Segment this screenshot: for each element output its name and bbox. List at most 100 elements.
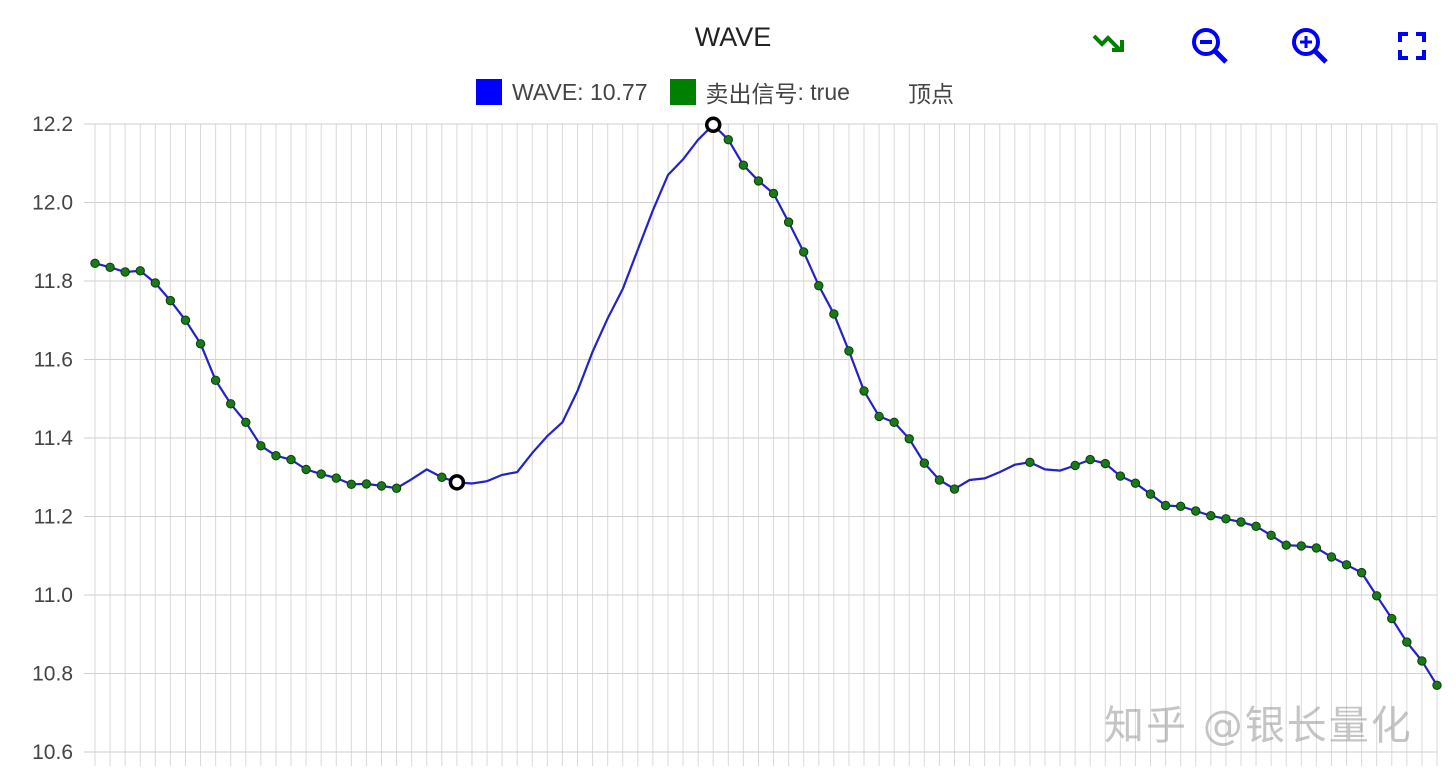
y-tick-label: 11.8 [34,270,73,293]
y-tick-label: 12.2 [32,113,73,136]
y-tick-label: 11.0 [34,584,73,607]
sell-signal-point [723,135,734,145]
sell-signal-point [1311,543,1322,553]
sell-signal-point [1160,500,1171,511]
trend-down-icon [1092,34,1124,52]
sell-signal-point [165,295,176,306]
sell-signal-point [1206,511,1216,521]
sell-signal-point [376,481,387,491]
sell-signal-point [1070,460,1080,471]
zoom-out-icon [1192,28,1228,64]
sell-signal-point [859,386,869,396]
sell-signal-point [768,188,779,199]
sell-signal-point [301,464,311,475]
sell-signal-point [1432,680,1442,690]
peak-marker [448,474,466,491]
peak-marker [704,116,722,134]
sell-signal-point [1221,514,1231,524]
sell-signal-point [346,479,357,490]
legend-swatch-wave [476,79,502,105]
sell-signal-point [1115,471,1126,481]
zoom-in-button[interactable] [1288,24,1334,70]
sell-signal-point [120,267,130,277]
sell-signal-point [1296,541,1306,551]
sell-signal-point [798,247,809,257]
sell-signal-point [1371,591,1382,601]
wave-series-line [94,123,1438,686]
sell-signal-point [361,479,372,489]
y-tick-label: 12.0 [32,192,73,215]
chart-title: WAVE [694,22,772,52]
legend-label-peak: 顶点 [907,81,954,107]
sell-signal-point [1402,637,1412,647]
legend-item-sell-signal[interactable]: 卖出信号: true [669,75,850,109]
sell-signal-point [316,469,326,479]
fullscreen-button[interactable] [1390,24,1436,70]
sell-signal-point [241,417,251,427]
zoom-out-button[interactable] [1188,24,1234,70]
zoom-in-icon [1292,28,1328,64]
fullscreen-icon [1398,32,1426,60]
sell-signal-point [1085,454,1095,465]
legend-swatch-sell-signal [669,79,696,105]
sell-signal-point [90,258,100,269]
sell-signal-point [331,473,341,483]
y-axis: 12.2 12.0 11.8 11.6 11.4 11.2 11.0 10.8 10.6 [32,113,73,764]
sell-signal-point [210,375,221,386]
sell-signal-point [1236,517,1246,527]
sell-signal-point [437,472,447,482]
sell-signal-point [814,281,824,291]
legend-value-wave: 10.77 [589,78,648,105]
sell-signal-point [1417,656,1427,666]
trend-down-button[interactable] [1088,24,1134,70]
sell-signal-point [180,315,191,325]
chart-grid [84,123,1438,766]
sell-signal-point [1326,552,1337,562]
chart-toolbar [1080,24,1440,72]
sell-signal-point [1130,478,1141,488]
sell-signal-point [1341,560,1352,570]
sell-signal-point [904,434,914,444]
sell-signal-point [753,176,764,186]
sell-signal-point [1145,489,1156,499]
chart-legend: WAVE: 10.77 卖出信号: true 顶点 [476,76,976,108]
sell-signal-point [256,441,266,451]
sell-signal-point [829,309,839,319]
legend-label-sell-signal: 卖出信号 [705,81,798,107]
sell-signal-point [1387,613,1397,624]
sell-signal-point [889,417,899,427]
sell-signal-point [783,217,794,227]
sell-signal-point [874,411,884,422]
sell-signal-point [1266,530,1276,541]
sell-signal-point [105,262,115,272]
legend-value-sell-signal: true [810,78,850,105]
sell-signal-point [135,266,145,276]
sell-signal-point [286,454,296,465]
sell-signal-point [1175,501,1186,511]
y-tick-label: 10.8 [32,663,73,686]
sell-signal-point [271,450,281,461]
sell-signal-point [1251,521,1261,532]
sell-signal-point [1025,457,1035,468]
y-tick-label: 11.6 [34,349,73,372]
sell-signal-point [1356,567,1367,578]
sell-signal-point [391,483,402,493]
sell-signal-point [844,346,854,356]
legend-item-peak[interactable]: 顶点 [908,75,954,109]
sell-signal-point [949,484,960,494]
sell-signal-point [919,458,930,468]
legend-label-wave: WAVE [512,78,578,105]
sell-signal-point [1191,506,1201,516]
y-tick-label: 10.6 [32,741,73,764]
peak-markers [448,116,722,491]
sell-signal-point [195,339,206,349]
sell-signal-point [1281,540,1291,550]
sell-signal-points [90,135,1442,690]
legend-item-wave[interactable]: WAVE: 10.77 [476,79,648,106]
y-tick-label: 11.4 [34,427,74,450]
sell-signal-point [934,475,945,485]
y-tick-label: 11.2 [34,506,73,529]
sell-signal-point [226,399,236,409]
watermark: 知乎 @银长量化 [1104,703,1413,749]
